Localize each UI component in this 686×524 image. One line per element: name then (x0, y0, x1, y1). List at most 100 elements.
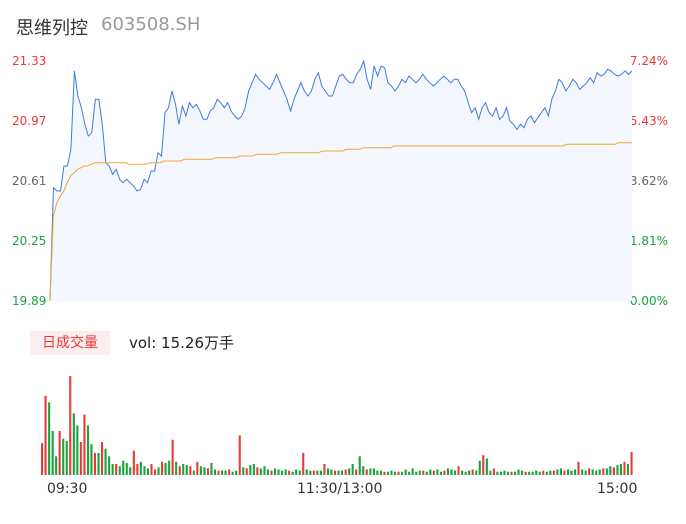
volume-bar (86, 425, 89, 475)
price-tick-4: 20.25 (12, 234, 47, 248)
volume-bar (619, 464, 622, 475)
pct-tick-2: 5.43% (629, 114, 668, 128)
volume-bar (76, 425, 79, 475)
volume-bar (242, 467, 245, 475)
volume-bar (598, 469, 601, 475)
volume-bar (461, 470, 464, 475)
volume-bar (214, 469, 217, 475)
volume-bar (344, 469, 347, 475)
volume-bar (496, 471, 499, 475)
volume-bar (602, 468, 605, 475)
volume-bar (584, 470, 587, 475)
volume-bar (249, 465, 252, 475)
volume-bar (415, 471, 418, 475)
volume-bar (362, 466, 365, 475)
volume-bar (125, 462, 128, 475)
pct-tick-5: 0.00% (629, 294, 668, 308)
volume-bar (164, 462, 167, 475)
volume-bar (122, 460, 125, 475)
volume-bar (217, 470, 220, 475)
x-label-open: 09:30 (47, 481, 88, 497)
volume-bar (581, 469, 584, 475)
volume-bar (291, 471, 294, 475)
volume-bar (185, 465, 188, 475)
price-area-fill (50, 61, 632, 301)
x-label-close: 15:00 (597, 481, 638, 497)
volume-tab[interactable]: 日成交量 (30, 331, 110, 355)
volume-bar (577, 461, 580, 475)
volume-bar (284, 469, 287, 475)
price-tick-3: 20.61 (12, 174, 47, 188)
price-tick-5: 19.89 (12, 294, 47, 308)
volume-bar (439, 471, 442, 475)
volume-bar (337, 470, 340, 475)
volume-bar (351, 464, 354, 475)
volume-bar (221, 470, 224, 475)
volume-bar (51, 431, 54, 475)
volume-bar (492, 468, 495, 475)
volume-bar (542, 470, 545, 475)
volume-bar (161, 461, 164, 475)
pct-tick-3: 3.62% (629, 174, 668, 188)
volume-bar (429, 469, 432, 475)
volume-bar (79, 442, 82, 475)
volume-bar (503, 470, 506, 475)
volume-bar (65, 440, 68, 475)
volume-bar (182, 464, 185, 475)
volume-bar (231, 471, 234, 475)
price-tick-1: 21.33 (12, 54, 47, 68)
volume-bar (266, 469, 269, 475)
volume-bar (157, 467, 160, 475)
volume-bar (263, 466, 266, 475)
volume-bar (274, 468, 277, 475)
volume-bar (323, 464, 326, 475)
volume-bar (62, 438, 65, 475)
volume-bar (298, 470, 301, 475)
volume-bar (196, 461, 199, 475)
volume-bar (386, 471, 389, 475)
volume-bar (499, 471, 502, 475)
volume-bar (210, 462, 213, 475)
volume-bar (136, 464, 139, 475)
price-tick-2: 20.97 (12, 114, 47, 128)
volume-bar (44, 395, 47, 475)
volume-bar (514, 471, 517, 475)
volume-bar (482, 455, 485, 475)
volume-bar (83, 414, 86, 475)
volume-bar (394, 471, 397, 475)
volume-bar (189, 466, 192, 475)
volume-bar (326, 468, 329, 475)
volume-bar (623, 461, 626, 475)
volume-bar (111, 464, 114, 475)
volume-bar (521, 470, 524, 475)
volume-summary: vol: 15.26万手 (129, 334, 234, 352)
volume-bar (457, 466, 460, 475)
volume-bar (549, 470, 552, 475)
volume-bar (401, 471, 404, 475)
volume-bar (154, 469, 157, 475)
stock-code: 603508.SH (101, 14, 201, 35)
volume-bar (485, 458, 488, 475)
volume-bar (563, 470, 566, 475)
volume-bar (538, 471, 541, 475)
volume-bar (475, 470, 478, 475)
volume-bar (305, 469, 308, 475)
volume-bar (425, 471, 428, 475)
volume-bar (450, 469, 453, 475)
volume-bar (192, 470, 195, 475)
volume-bar (418, 470, 421, 475)
volume-bar (175, 461, 178, 475)
volume-bar (376, 470, 379, 475)
volume-bar (132, 450, 135, 475)
volume-bar (143, 466, 146, 475)
volume-bar (171, 439, 174, 475)
price-plot (49, 59, 633, 302)
volume-bar (517, 469, 520, 475)
volume-bar (369, 468, 372, 475)
volume-bar (348, 468, 351, 475)
volume-bar (104, 448, 107, 475)
volume-bar (464, 471, 467, 475)
volume-bar (566, 469, 569, 475)
volume-bar (101, 442, 104, 475)
